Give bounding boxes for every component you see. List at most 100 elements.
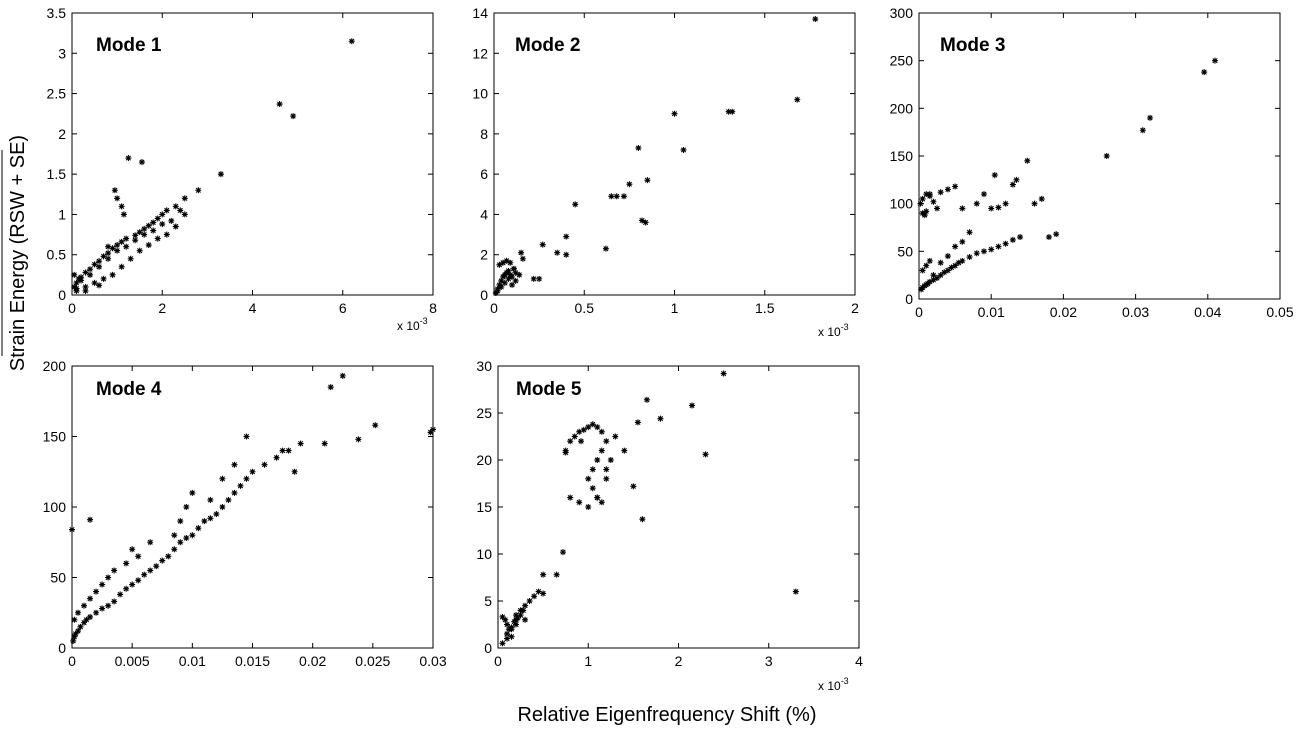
data-point: [505, 275, 512, 282]
data-point: [926, 257, 933, 264]
data-point: [136, 247, 143, 254]
data-point: [118, 203, 125, 210]
data-point: [522, 616, 529, 623]
data-point: [129, 581, 136, 588]
x-tick-label: 0.03: [419, 653, 446, 669]
data-point: [81, 602, 88, 609]
data-point: [123, 243, 130, 250]
data-point: [100, 275, 107, 282]
data-point: [105, 255, 112, 262]
data-point: [955, 259, 962, 266]
data-point: [82, 287, 89, 294]
data-point: [919, 195, 926, 202]
data-point: [959, 205, 966, 212]
data-point: [1103, 153, 1110, 159]
data-point: [517, 612, 524, 619]
y-axis-title: Strain Energy (RSW + SE): [7, 135, 29, 371]
data-point: [995, 204, 1002, 211]
data-point: [514, 614, 521, 621]
data-point: [123, 560, 130, 567]
x-scale-exponent: x 10-3: [818, 322, 849, 339]
y-tick-label: 20: [476, 452, 492, 468]
data-point: [99, 581, 106, 588]
data-point: [639, 516, 646, 523]
data-point: [578, 438, 585, 445]
y-tick-label: 14: [472, 5, 488, 21]
data-point: [73, 285, 80, 292]
y-tick-group: 0 5 10 15 20 25 30: [476, 358, 859, 656]
data-point: [207, 496, 214, 503]
data-point: [183, 504, 190, 510]
x-tick-group: 0 0.005 0.01 0.015 0.02 0.025 0.03: [68, 366, 447, 669]
data-point: [127, 255, 134, 262]
data-point: [639, 217, 646, 224]
data-point: [563, 233, 570, 240]
data-point: [952, 183, 959, 190]
data-point: [147, 567, 154, 574]
data-point: [1002, 240, 1009, 247]
data-point: [680, 146, 687, 153]
data-point: [630, 483, 637, 490]
data-point: [82, 269, 89, 276]
data-point: [725, 108, 732, 115]
x-tick-label: 2: [158, 300, 166, 316]
panel-mode-5: Mode 5 0 1 2 3 4 0 5 10 15 20 25 30 x 10-3: [476, 358, 863, 693]
data-point: [644, 177, 651, 184]
x-tick-group: 0 0.5 1 1.5 2: [490, 13, 859, 316]
data-point: [563, 251, 570, 258]
data-point: [522, 602, 529, 609]
data-point: [111, 187, 118, 194]
data-point: [635, 144, 642, 151]
y-tick-label: 150: [890, 148, 914, 164]
data-point: [498, 283, 505, 290]
data-point: [502, 616, 509, 623]
data-point: [540, 590, 547, 597]
x-tick-group: 0 1 2 3 4: [494, 366, 863, 669]
x-axis-title: Relative Eigenfrequency Shift (%): [517, 704, 816, 726]
y-tick-label: 150: [43, 429, 67, 445]
data-point: [934, 275, 941, 282]
data-point: [576, 428, 583, 435]
data-point: [132, 237, 139, 244]
data-point: [923, 191, 930, 198]
data-point: [150, 219, 157, 226]
data-point: [519, 255, 526, 262]
data-point: [339, 372, 346, 379]
data-point: [509, 281, 516, 288]
data-point: [580, 426, 587, 433]
panel-mode-3: Mode 3 0 0.01 0.02 0.03 0.04 0.05 0 50 100 150 20…: [890, 5, 1294, 320]
data-point: [136, 229, 143, 236]
data-point: [91, 261, 98, 268]
x-tick-label: 8: [429, 300, 437, 316]
data-point: [276, 101, 283, 108]
data-point: [503, 257, 510, 264]
data-point: [944, 253, 951, 260]
data-point: [181, 195, 188, 202]
y-tick-label: 10: [476, 546, 492, 562]
data-point: [980, 248, 987, 255]
data-point: [71, 616, 78, 623]
y-tick-label: 2: [58, 126, 66, 142]
y-tick-label: 250: [890, 53, 914, 69]
data-point: [602, 245, 609, 252]
x-tick-label: 0.02: [1050, 304, 1077, 320]
data-point: [75, 628, 82, 635]
data-point: [608, 193, 615, 200]
data-point: [171, 546, 178, 553]
data-point: [923, 208, 930, 215]
data-point: [959, 257, 966, 264]
y-tick-label: 15: [476, 499, 492, 515]
panel-mode-4: Mode 4 0 0.005 0.01 0.015 0.02 0.025 0.03 0 50 1…: [43, 358, 447, 669]
y-tick-group: 0 50 100 150 200 250 300: [890, 5, 1280, 307]
data-point: [243, 433, 250, 440]
x-scale-exponent: x 10-3: [397, 316, 428, 333]
data-point: [159, 221, 166, 228]
x-tick-label: 4: [249, 300, 257, 316]
data-point: [141, 225, 148, 232]
data-point: [517, 607, 524, 614]
data-point: [494, 287, 501, 294]
data-point: [154, 215, 161, 222]
x-tick-label: 0: [915, 304, 923, 320]
data-point: [177, 207, 184, 214]
data-point: [372, 422, 379, 429]
